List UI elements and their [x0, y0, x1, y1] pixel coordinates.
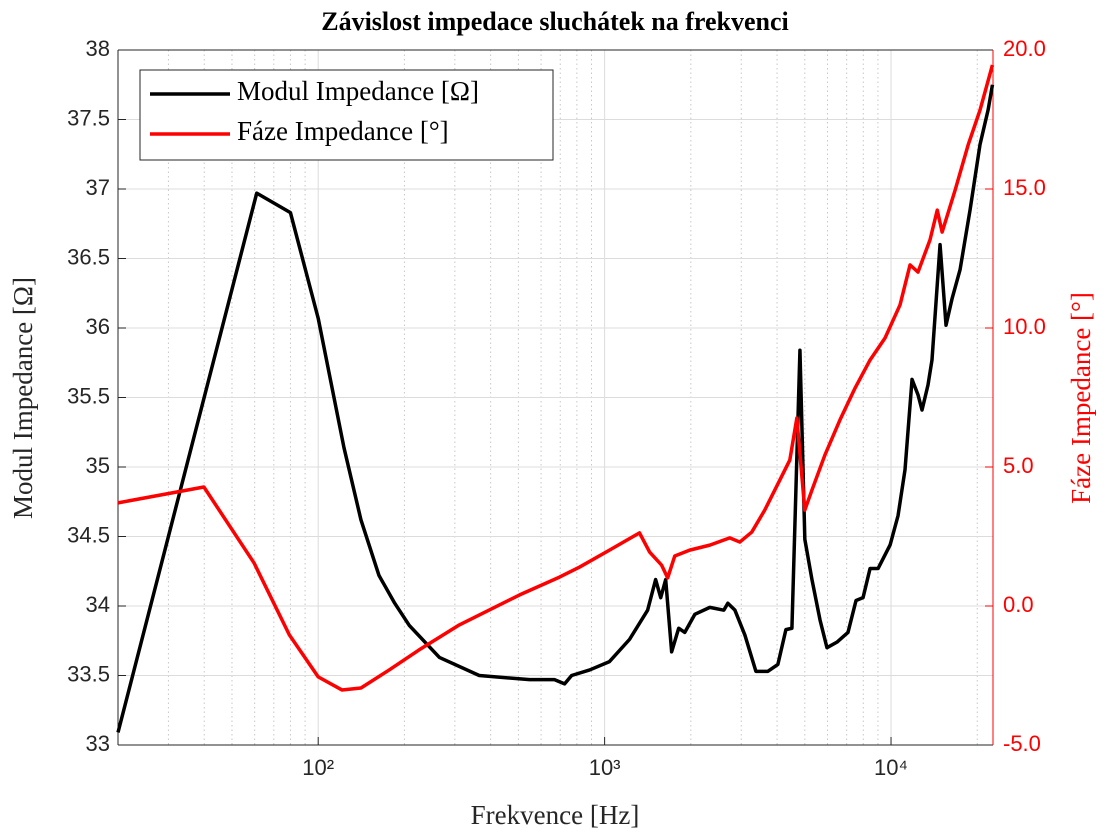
- series-line: [117, 64, 995, 692]
- y-tick-label: 34: [86, 592, 110, 617]
- y-tick-label: 35.5: [67, 383, 110, 408]
- y-tick-label: 36.5: [67, 244, 110, 269]
- y-tick-label: 37.5: [67, 105, 110, 130]
- y2-axis-label: Fáze Impedance [°]: [1066, 292, 1096, 504]
- y-tick-label: 34.5: [67, 522, 110, 547]
- y-tick-label: 38: [86, 36, 110, 61]
- y2-tick-label: 10.0: [1003, 314, 1046, 339]
- y-tick-label: 35: [86, 453, 110, 478]
- y-tick-label: 36: [86, 314, 110, 339]
- legend-label: Modul Impedance [Ω]: [237, 76, 479, 106]
- x-tick-label: 10³: [589, 755, 621, 780]
- series-line: [116, 84, 995, 733]
- x-tick-label: 10²: [302, 755, 334, 780]
- y2-tick-label: 0.0: [1003, 592, 1034, 617]
- x-tick-label: 10⁴: [874, 755, 908, 780]
- y2-tick-label: 20.0: [1003, 36, 1046, 61]
- chart-title: Závislost impedace sluchátek na frekvenc…: [321, 7, 789, 36]
- legend-label: Fáze Impedance [°]: [237, 116, 449, 146]
- y-axis-label: Modul Impedance [Ω]: [8, 277, 38, 519]
- y2-tick-label: 5.0: [1003, 453, 1034, 478]
- y-tick-label: 37: [86, 175, 110, 200]
- y2-tick-label: 15.0: [1003, 175, 1046, 200]
- legend-box: [139, 69, 554, 161]
- x-axis-label: Frekvence [Hz]: [471, 800, 640, 830]
- y2-tick-label: -5.0: [1003, 731, 1041, 756]
- y-tick-label: 33.5: [67, 661, 110, 686]
- y-tick-label: 33: [86, 731, 110, 756]
